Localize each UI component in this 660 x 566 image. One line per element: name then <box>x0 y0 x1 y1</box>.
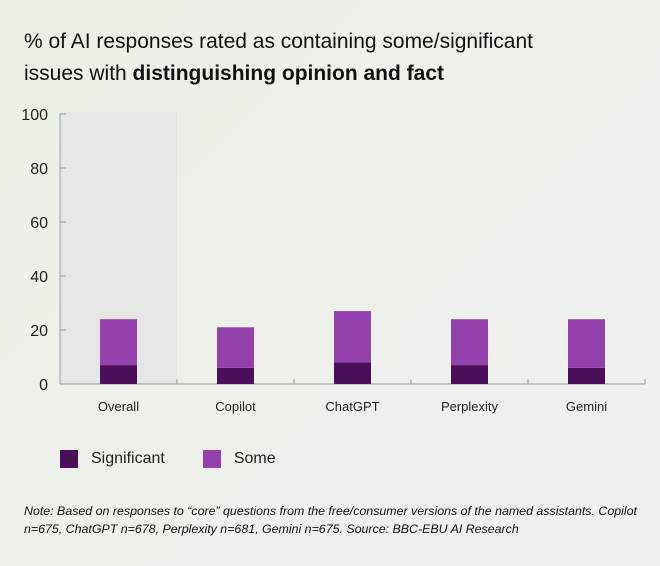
x-tick-label-chatgpt: ChatGPT <box>325 399 379 414</box>
bar-chart: 0 20 40 60 80 100 Overall Copilot ChatGPT Perplex… <box>21 107 646 414</box>
legend-swatch-significant <box>60 450 78 468</box>
bar-some-gemini <box>568 319 605 368</box>
y-tick-label-60: 60 <box>30 215 48 232</box>
chart-title-line1: % of AI responses rated as containing so… <box>24 30 533 53</box>
bar-significant-gemini <box>568 367 605 384</box>
x-tick-label-gemini: Gemini <box>566 399 607 414</box>
legend-item-some: Some <box>202 450 276 468</box>
legend-label-some: Some <box>233 450 276 467</box>
bar-some-chatgpt <box>334 311 371 363</box>
legend-swatch-some <box>202 450 221 468</box>
y-tick-label-40: 40 <box>30 269 48 286</box>
legend-item-significant: Significant <box>60 450 165 468</box>
bar-some-perplexity <box>451 319 488 366</box>
bar-significant-copilot <box>217 367 254 384</box>
x-tick-label-perplexity: Perplexity <box>441 399 499 414</box>
chart-title-line2-plain: issues with <box>24 62 133 85</box>
bar-significant-overall <box>100 365 137 384</box>
y-tick-label-100: 100 <box>21 107 48 124</box>
y-tick-label-20: 20 <box>30 323 48 340</box>
legend-label-significant: Significant <box>91 450 165 467</box>
source-note: Note: Based on responses to “core” quest… <box>24 504 637 536</box>
chart-title: % of AI responses rated as containing so… <box>24 26 644 90</box>
chart-title-line2-bold: distinguishing opinion and fact <box>132 62 445 85</box>
y-tick-label-0: 0 <box>39 377 48 394</box>
x-tick-label-copilot: Copilot <box>215 399 256 414</box>
bar-significant-chatgpt <box>334 362 371 384</box>
legend: Significant Some <box>60 450 314 468</box>
bar-significant-perplexity <box>451 365 488 384</box>
x-tick-label-overall: Overall <box>98 399 139 414</box>
bar-some-overall <box>100 319 137 366</box>
bar-some-copilot <box>217 327 254 368</box>
y-tick-label-80: 80 <box>30 161 48 178</box>
